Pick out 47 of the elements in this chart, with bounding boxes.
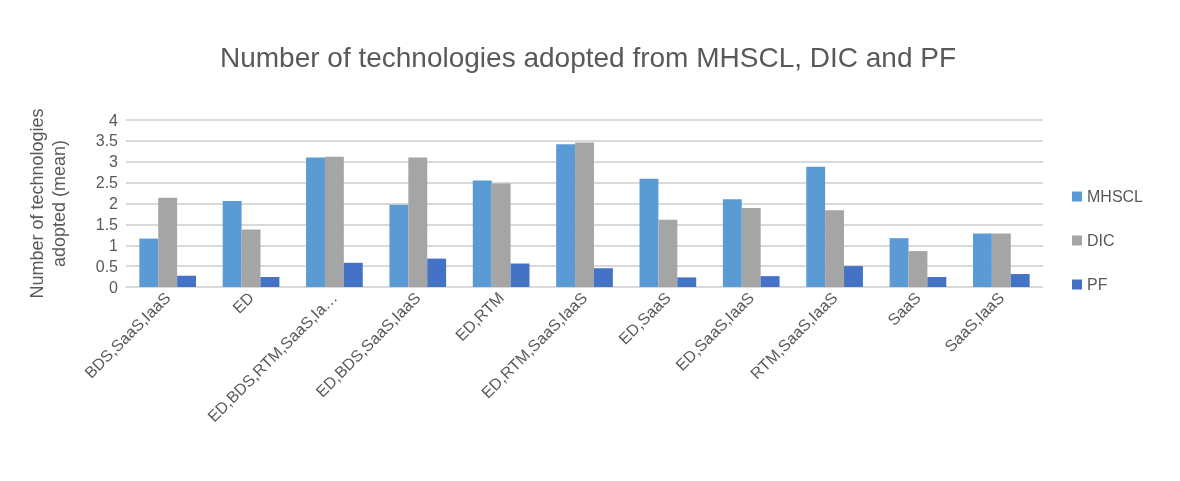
bar — [927, 276, 947, 287]
bar — [972, 233, 992, 287]
bar — [575, 142, 594, 287]
bar — [427, 258, 447, 287]
bar — [677, 277, 697, 287]
y-tick-label: 1 — [109, 236, 119, 254]
bar — [741, 208, 761, 287]
bar — [408, 157, 428, 287]
bar — [324, 156, 344, 287]
bar — [306, 157, 325, 287]
bar — [760, 276, 780, 287]
bar — [1010, 274, 1030, 287]
bar — [510, 263, 530, 287]
bar — [260, 276, 280, 287]
bar — [844, 266, 863, 287]
bar — [222, 201, 242, 287]
bar — [593, 268, 613, 287]
bar — [177, 275, 197, 287]
bar — [241, 229, 261, 287]
bar — [472, 180, 492, 287]
bar — [556, 144, 576, 287]
y-tick-label: 2.5 — [95, 174, 119, 192]
bar — [158, 197, 178, 287]
y-tick-label: 0.5 — [95, 257, 119, 275]
legend-label: PF — [1086, 276, 1108, 293]
bar — [658, 219, 678, 287]
bar — [806, 166, 826, 287]
y-axis-title: Number of technologies adopted (mean) — [27, 108, 69, 299]
bar — [139, 238, 159, 287]
bar — [722, 199, 742, 287]
y-tick-label: 2 — [109, 195, 119, 212]
chart-title: Number of technologies adopted from MHSCL, DIC and PF — [219, 41, 957, 73]
bar — [825, 210, 845, 287]
legend-label: DIC — [1086, 232, 1115, 249]
bar — [991, 233, 1011, 287]
bar — [908, 251, 928, 287]
bar — [639, 178, 659, 287]
bar — [889, 238, 909, 287]
bar — [491, 183, 511, 287]
y-tick-label: 3.5 — [95, 132, 119, 150]
y-tick-label: 0 — [109, 278, 119, 296]
bar — [389, 204, 409, 287]
y-tick-label: 1.5 — [95, 215, 119, 233]
bar — [343, 262, 363, 287]
y-tick-label: 3 — [109, 153, 119, 171]
y-tick-label: 4 — [109, 111, 119, 129]
legend-label: MHSCL — [1086, 188, 1144, 205]
